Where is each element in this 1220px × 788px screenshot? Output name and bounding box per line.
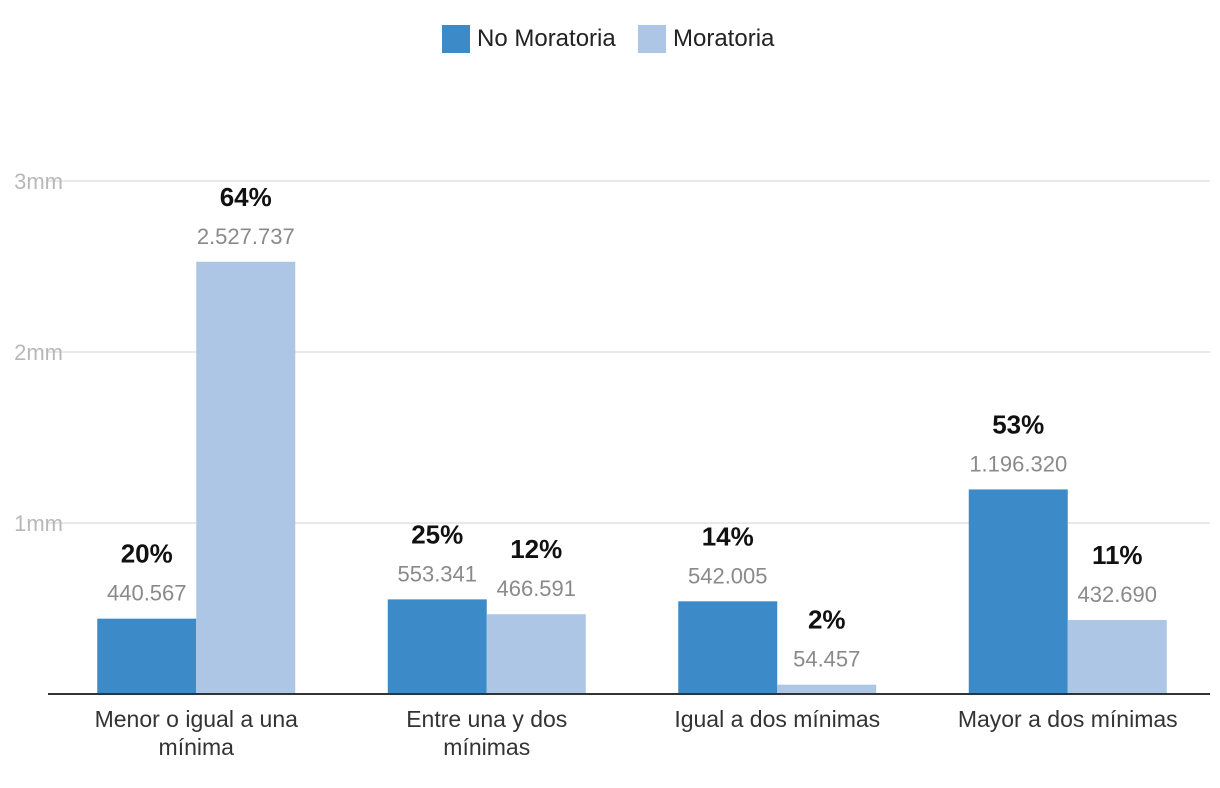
y-axis: 1mm 2mm 3mm	[14, 169, 63, 536]
legend-label: Moratoria	[673, 25, 775, 52]
x-tick-label: Igual a dos mínimas	[674, 706, 880, 732]
bars	[97, 261, 1167, 694]
x-tick-label: Menor o igual a una	[95, 706, 299, 732]
x-tick-label: Mayor a dos mínimas	[958, 706, 1178, 732]
bar-no-moratoria	[678, 601, 778, 694]
percent-label: 20%	[121, 539, 173, 569]
legend: No Moratoria Moratoria	[442, 25, 775, 53]
bar-no-moratoria	[387, 599, 487, 694]
percent-label: 53%	[992, 409, 1044, 439]
bar-moratoria	[777, 684, 877, 694]
legend-label: No Moratoria	[477, 25, 616, 52]
bar-moratoria	[196, 261, 296, 694]
y-tick-label: 3mm	[14, 169, 63, 194]
x-tick-label: Entre una y dos	[406, 706, 567, 732]
y-tick-label: 2mm	[14, 340, 63, 365]
percent-label: 11%	[1092, 540, 1143, 570]
bar-no-moratoria	[97, 618, 197, 694]
percent-label: 2%	[808, 605, 846, 635]
value-label: 440.567	[107, 581, 187, 606]
value-label: 466.591	[496, 576, 576, 601]
y-tick-label: 1mm	[14, 511, 63, 536]
percent-label: 64%	[220, 182, 272, 212]
bar-moratoria	[1067, 620, 1167, 694]
percent-label: 12%	[510, 534, 562, 564]
x-tick-label: mínima	[159, 734, 235, 760]
value-label: 2.527.737	[197, 224, 295, 249]
value-label: 542.005	[688, 563, 768, 588]
value-label: 1.196.320	[969, 451, 1067, 476]
value-label: 553.341	[397, 561, 477, 586]
x-tick-label: mínimas	[443, 734, 530, 760]
value-label: 432.690	[1077, 582, 1157, 607]
value-label: 54.457	[793, 647, 860, 672]
legend-swatch-no-moratoria	[442, 25, 470, 53]
data-labels: 440.567 20% 2.527.737 64% 553.341 25% 466.591 1…	[107, 182, 1157, 672]
percent-label: 14%	[702, 521, 754, 551]
legend-swatch-moratoria	[638, 25, 666, 53]
percent-label: 25%	[411, 519, 463, 549]
bar-no-moratoria	[968, 489, 1068, 694]
bar-moratoria	[486, 614, 586, 694]
